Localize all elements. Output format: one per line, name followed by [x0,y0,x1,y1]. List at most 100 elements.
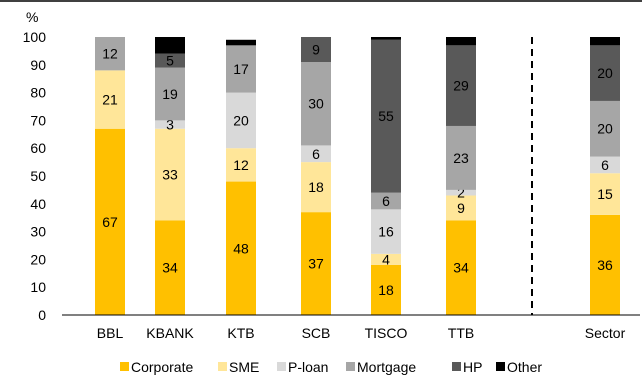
bar-segment-sme [155,128,185,221]
legend-swatch [218,362,227,371]
x-axis-labels: BBL KBANK KTB SCB TISCO TTB Sector [97,325,626,341]
y-tick-label: 90 [30,57,46,73]
bar-segment-sme [226,148,256,182]
data-label: 3 [166,117,174,133]
bar-segment-other [446,37,476,46]
bar-segment-other [226,39,256,46]
data-label: 37 [308,256,324,272]
data-label: 36 [597,257,613,273]
legend-label: Mortgage [357,359,416,375]
bar-segment-hp [446,45,476,126]
y-tick-label: 80 [30,85,46,101]
data-label: 19 [162,86,178,102]
x-tick-label: BBL [97,325,124,341]
data-label: 30 [308,96,324,112]
bar-segment-mortgage [590,100,620,157]
y-tick-label: 10 [30,279,46,295]
bar-segment-hp [301,37,331,63]
data-label: 34 [453,260,469,276]
y-tick-label: 30 [30,224,46,240]
y-axis-ticks: 0 10 20 30 40 50 60 70 80 90 100 [23,29,47,323]
bar-segment-mortgage [371,192,401,210]
bar-segment-corporate [590,214,620,315]
data-label: 6 [312,146,320,162]
y-tick-label: 40 [30,196,46,212]
data-label: 20 [233,112,249,128]
bar-segment-hp [590,45,620,101]
bar-segment-sme [301,162,331,213]
bar-segment-mortgage [226,45,256,93]
bar-segment-mortgage [95,37,125,71]
y-tick-label: 0 [38,307,46,323]
data-label: 6 [601,157,609,173]
bar-segment-corporate [301,212,331,315]
bar-segment-p-loan [226,92,256,149]
data-label: 6 [382,193,390,209]
bar-segment-p-loan [301,145,331,163]
data-label: 21 [102,92,118,108]
data-label: 23 [453,150,469,166]
data-label: 34 [162,260,178,276]
bar-segment-sme [590,173,620,215]
legend-swatch [346,362,355,371]
bar-stacks: 6721123433319548122017371863091841665534… [95,37,620,315]
data-label: 9 [457,200,465,216]
data-label: 4 [382,251,390,267]
legend-label: Other [507,359,542,375]
bar-segment-sme [371,253,401,265]
y-axis-label: % [26,9,38,25]
data-label: 18 [378,282,394,298]
bar-segment-other [155,37,185,54]
bar-segment-corporate [95,128,125,315]
legend-label: P-loan [288,359,328,375]
data-label: 29 [453,78,469,94]
legend-label: Corporate [131,359,193,375]
bar-segment-corporate [155,220,185,315]
bar-segment-p-loan [446,189,476,196]
legend-swatch [120,362,129,371]
bar-segment-corporate [371,264,401,315]
bar-segment-mortgage [446,125,476,190]
x-tick-label: KBANK [146,325,194,341]
legend-label: SME [229,359,259,375]
data-label: 12 [233,157,249,173]
bar-segment-hp [371,39,401,193]
data-label: 2 [457,185,465,201]
x-tick-label: KTB [227,325,254,341]
y-tick-label: 70 [30,112,46,128]
bar-segment-corporate [226,181,256,315]
y-tick-label: 60 [30,140,46,156]
bar-segment-p-loan [590,156,620,174]
x-tick-label: Sector [585,325,626,341]
y-tick-label: 50 [30,168,46,184]
y-tick-label: 100 [23,29,47,45]
bar-segment-sme [95,70,125,129]
bar-segment-mortgage [301,62,331,146]
data-label: 18 [308,179,324,195]
x-tick-label: TTB [448,325,474,341]
bar-segment-hp [155,53,185,68]
bar-segment-p-loan [371,209,401,254]
data-label: 48 [233,240,249,256]
data-label: 33 [162,167,178,183]
data-label: 55 [378,108,394,124]
data-label: 67 [102,214,118,230]
data-label: 5 [166,53,174,69]
data-label: 16 [378,224,394,240]
y-tick-label: 20 [30,251,46,267]
data-label: 17 [233,61,249,77]
x-tick-label: TISCO [365,325,408,341]
bar-segment-other [590,37,620,46]
legend-label: HP [463,359,482,375]
bar-segment-corporate [446,220,476,315]
data-label: 12 [102,46,118,62]
bar-segment-p-loan [155,120,185,129]
legend-swatch [496,362,505,371]
legend: Corporate SME P-loan Mortgage HP Other [120,359,542,375]
data-label: 20 [597,121,613,137]
bar-segment-sme [446,195,476,221]
data-label: 9 [312,42,320,58]
data-label: 20 [597,65,613,81]
